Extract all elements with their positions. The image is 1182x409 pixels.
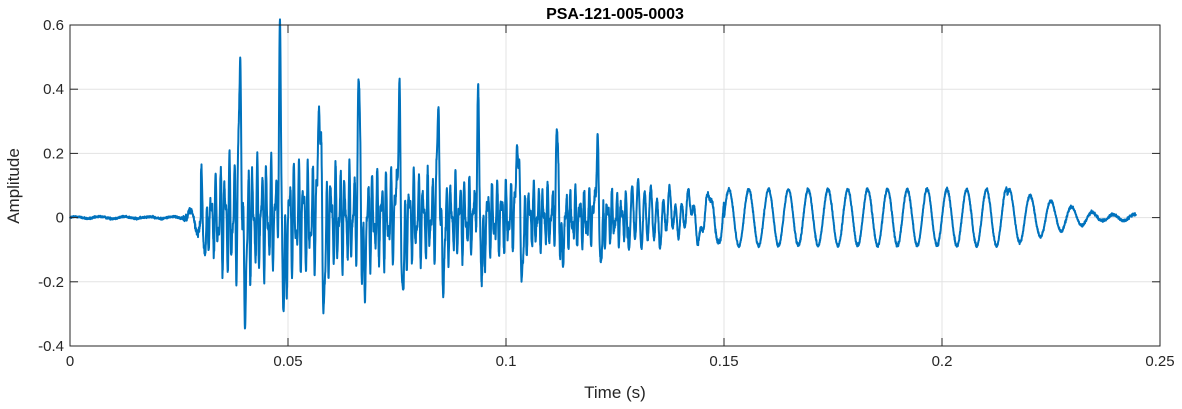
chart-title: PSA-121-005-0003 — [546, 6, 684, 23]
x-axis-label: Time (s) — [584, 383, 646, 402]
x-tick-label: 0.25 — [1145, 353, 1174, 370]
x-tick-label: 0 — [66, 353, 74, 370]
x-tick-label: 0.15 — [709, 353, 738, 370]
signal-series — [69, 18, 1137, 330]
x-axis: 0 0.05 0.1 0.15 0.2 0.25 — [66, 25, 1175, 370]
y-axis-label: Amplitude — [4, 148, 23, 224]
x-tick-label: 0.1 — [496, 353, 517, 370]
x-tick-label: 0.05 — [273, 353, 302, 370]
y-tick-label: 0.6 — [43, 17, 64, 34]
y-tick-label: 0.2 — [43, 145, 64, 162]
x-tick-label: 0.2 — [932, 353, 953, 370]
y-tick-label: 0 — [56, 210, 64, 227]
y-tick-label: 0.4 — [43, 81, 64, 98]
signal-line — [69, 18, 1137, 330]
y-axis: -0.4 -0.2 0 0.2 0.4 0.6 — [38, 17, 1160, 355]
y-tick-label: -0.2 — [38, 274, 64, 291]
y-tick-label: -0.4 — [38, 338, 64, 355]
plot-frame — [69, 24, 1161, 347]
